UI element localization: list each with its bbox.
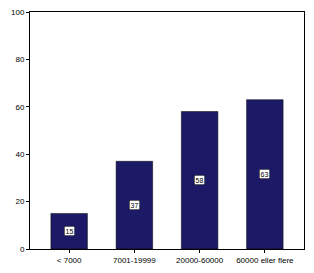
svg-text:< 7000: < 7000 [57,256,82,265]
svg-text:60: 60 [15,103,24,112]
svg-text:58: 58 [196,177,204,184]
svg-text:60000 eller flere: 60000 eller flere [236,256,294,265]
svg-text:0: 0 [20,245,25,254]
svg-text:20: 20 [15,197,24,206]
svg-text:63: 63 [261,171,269,178]
svg-text:37: 37 [131,202,139,209]
svg-text:40: 40 [15,150,24,159]
svg-text:15: 15 [66,228,74,235]
svg-text:20000-60000: 20000-60000 [176,256,224,265]
svg-text:80: 80 [15,55,24,64]
svg-text:7001-19999: 7001-19999 [113,256,156,265]
svg-text:100: 100 [11,8,25,17]
